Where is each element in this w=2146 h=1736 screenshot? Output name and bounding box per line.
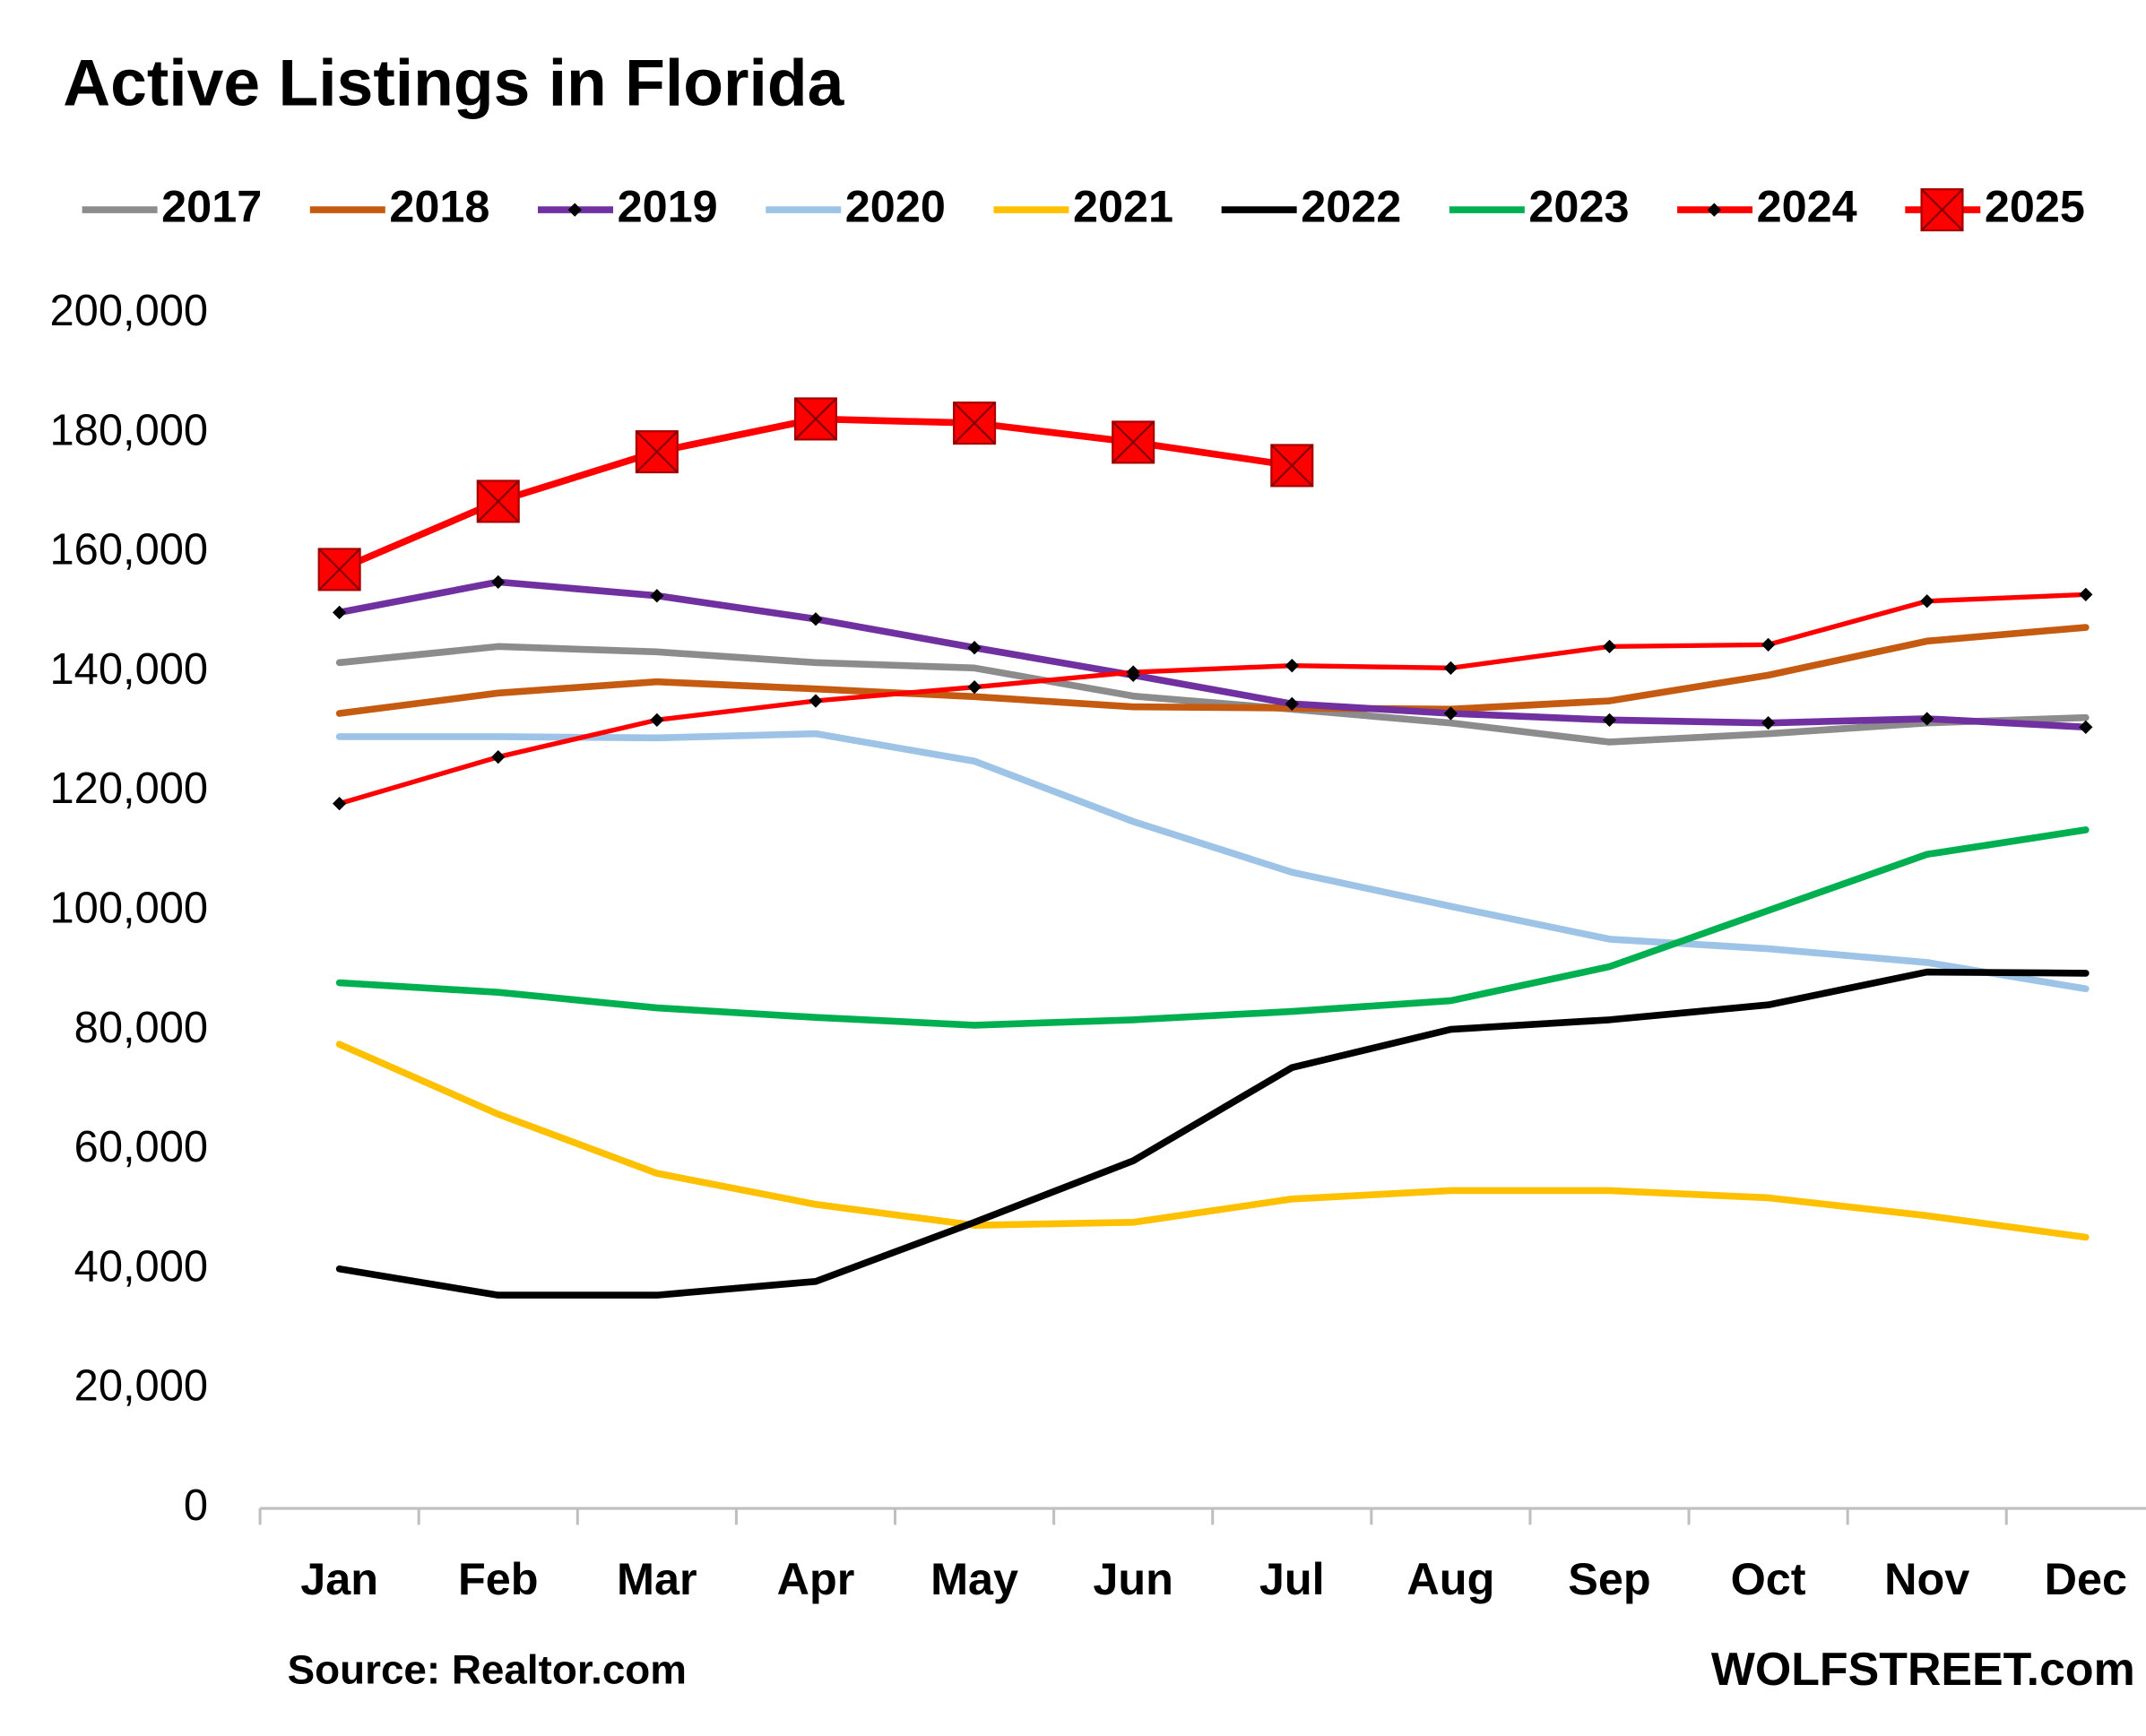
legend-label: 2018 — [389, 180, 489, 231]
marker — [567, 203, 582, 217]
x-tick-label: Dec — [2045, 1553, 2127, 1604]
marker-cross — [477, 479, 520, 523]
y-tick-label: 100,000 — [50, 885, 209, 933]
marker — [650, 589, 664, 603]
y-tick-label: 60,000 — [74, 1123, 208, 1171]
x-tick-label: Jun — [1093, 1553, 1173, 1604]
x-tick-label: Apr — [777, 1553, 855, 1604]
marker-cross — [1920, 188, 1964, 231]
marker-cross — [636, 430, 679, 473]
marker — [967, 641, 982, 655]
y-tick-label: 160,000 — [50, 526, 209, 574]
marker — [809, 612, 823, 626]
marker — [491, 574, 506, 590]
y-tick-label: 0 — [184, 1481, 208, 1530]
x-tick-label: Aug — [1406, 1553, 1494, 1604]
series-line — [335, 730, 2090, 993]
x-tick-label: Jul — [1259, 1553, 1325, 1604]
credit: WOLFSTREET.com — [1711, 1644, 2135, 1696]
series-line — [336, 592, 2089, 807]
legend-label: 2020 — [845, 180, 946, 231]
series-line — [335, 578, 2090, 731]
x-tick-label: Nov — [1884, 1553, 1969, 1604]
series-line — [335, 826, 2090, 1029]
marker — [1443, 661, 1458, 675]
marker — [333, 605, 347, 620]
y-tick-label: 200,000 — [50, 287, 209, 335]
x-tick-label: Mar — [617, 1553, 697, 1604]
marker — [1602, 639, 1617, 653]
marker — [809, 694, 823, 708]
marker — [650, 713, 664, 727]
marker — [967, 680, 982, 695]
marker — [333, 797, 347, 811]
legend-label: 2024 — [1757, 180, 1857, 231]
marker-cross — [953, 402, 996, 445]
marker — [1285, 696, 1299, 711]
y-tick-label: 80,000 — [74, 1004, 208, 1052]
source: Source: Realtor.com — [288, 1646, 687, 1692]
marker — [1602, 713, 1617, 727]
marker-cross — [794, 397, 837, 441]
legend-label: 2025 — [1985, 180, 2085, 231]
y-tick-label: 120,000 — [50, 764, 209, 813]
legend-label: 2017 — [161, 180, 262, 231]
marker — [2079, 720, 2093, 734]
x-tick-label: Oct — [1731, 1553, 1806, 1604]
x-tick-label: May — [930, 1553, 1018, 1604]
marker — [1761, 716, 1776, 730]
y-tick-label: 140,000 — [50, 645, 209, 694]
y-tick-label: 180,000 — [50, 406, 209, 454]
y-tick-label: 40,000 — [74, 1242, 208, 1291]
legend-label: 2022 — [1301, 180, 1401, 231]
legend-label: 2023 — [1528, 180, 1629, 231]
x-tick-label: Sep — [1568, 1553, 1650, 1604]
x-tick-label: Feb — [458, 1553, 539, 1604]
series-line — [335, 1041, 2090, 1241]
x-tick-label: Jan — [300, 1553, 378, 1604]
legend-label: 2021 — [1073, 180, 1173, 231]
marker — [1443, 706, 1458, 721]
y-tick-label: 20,000 — [74, 1362, 208, 1411]
series-line — [335, 643, 2090, 746]
series-line — [335, 624, 2090, 717]
series-line — [335, 968, 2090, 1299]
marker — [1920, 594, 1934, 609]
marker-cross — [1112, 420, 1155, 464]
marker-cross — [317, 548, 361, 592]
marker — [2079, 587, 2093, 602]
chart-title: Active Listings in Florida — [63, 47, 844, 120]
marker — [1285, 659, 1299, 673]
marker — [1761, 637, 1776, 652]
marker — [1707, 203, 1721, 217]
marker — [491, 750, 506, 764]
legend-label: 2019 — [618, 180, 718, 231]
marker-cross — [1270, 444, 1313, 488]
